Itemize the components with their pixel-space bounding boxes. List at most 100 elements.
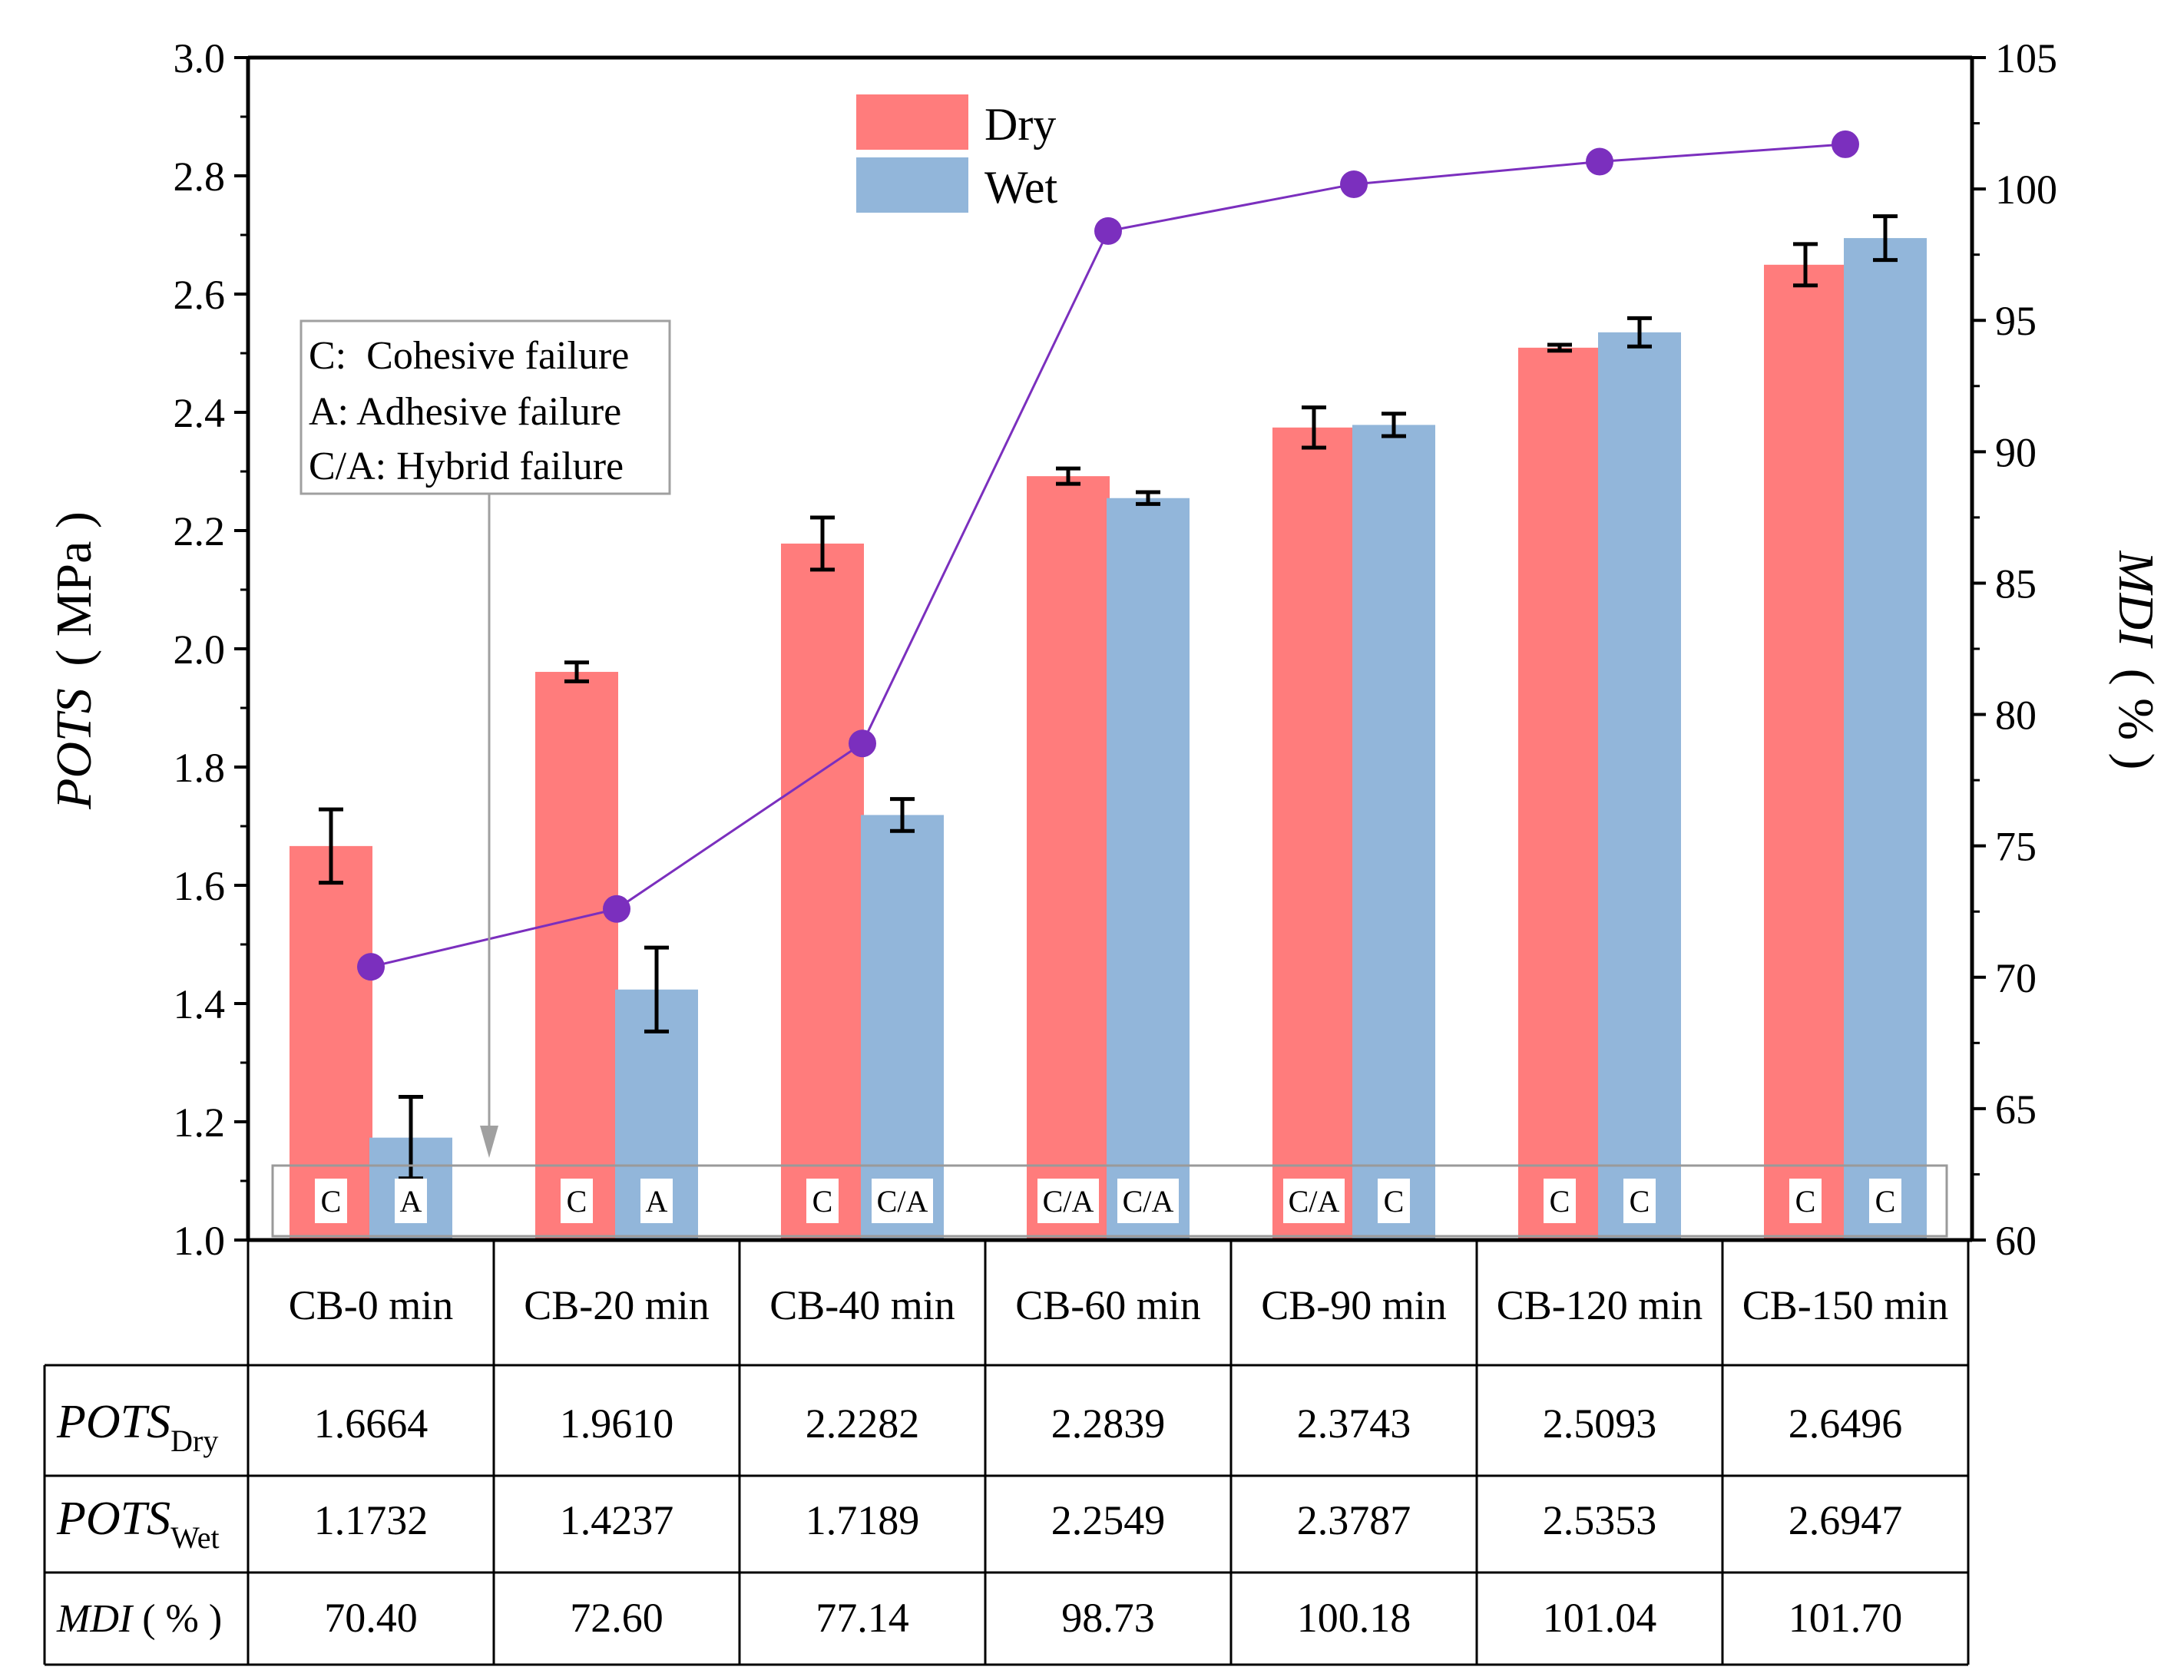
table-category-0: CB-0 min	[289, 1282, 454, 1328]
table-cell-0-4: 2.3743	[1297, 1401, 1411, 1447]
failure-label-3-0: C/A	[1043, 1184, 1094, 1219]
failure-labels-layer: C A C A C C/A C/A C/A C/A C C C C C	[315, 1179, 1901, 1223]
table-cell-2-3: 98.73	[1061, 1595, 1155, 1641]
y-left-tick-label-7: 2.4	[174, 390, 226, 436]
y-right-tick-label-8: 100	[1995, 167, 2057, 213]
axes-layer: 1.0 1.2 1.4 1.6 1.8 2.0 2.2 2.4 2.6 2.8 3.0 60 65 70 7…	[174, 35, 2058, 1264]
failure-label-2-1: C/A	[877, 1184, 928, 1219]
failure-label-box-2-0	[806, 1179, 839, 1223]
failure-label-1-1: A	[646, 1184, 668, 1219]
bar-wet-5	[1598, 332, 1681, 1241]
bar-dry-5	[1518, 347, 1601, 1240]
table-cell-0-2: 2.2282	[806, 1401, 920, 1447]
y-left-axis-title: POTS ( MPa )	[46, 511, 102, 810]
table-cell-1-5: 2.5353	[1543, 1497, 1657, 1543]
failure-label-0-1: A	[400, 1184, 422, 1219]
y-right-tick-label-9: 105	[1995, 35, 2057, 81]
failure-label-box-1-0	[561, 1179, 593, 1223]
y-right-tick-label-2: 70	[1995, 955, 2037, 1001]
failure-label-box-0-1	[395, 1179, 427, 1223]
failure-label-box-4-1	[1378, 1179, 1410, 1223]
mdi-point-5	[1586, 147, 1613, 176]
failure-label-box-1-1	[640, 1179, 673, 1223]
bar-wet-2	[861, 815, 944, 1240]
failure-label-box-2-1	[872, 1179, 933, 1223]
failure-label-3-1: C/A	[1123, 1184, 1174, 1219]
bar-dry-0	[290, 845, 372, 1240]
failure-label-0-0: C	[321, 1184, 342, 1219]
failure-label-5-1: C	[1630, 1184, 1650, 1219]
table-row-label-sub-0: Dry	[170, 1424, 218, 1458]
failure-label-box-3-1	[1117, 1179, 1179, 1223]
y-left-tick-label-1: 1.2	[174, 1100, 226, 1146]
table-cell-0-3: 2.2839	[1051, 1401, 1166, 1447]
failure-label-4-1: C	[1384, 1184, 1405, 1219]
y-left-tick-label-6: 2.2	[174, 508, 226, 554]
y-left-tick-label-0: 1.0	[174, 1218, 226, 1264]
legend-label-dry: Dry	[984, 99, 1056, 150]
table-cell-0-5: 2.5093	[1543, 1401, 1657, 1447]
note-arrow-head	[480, 1126, 498, 1158]
failure-label-box-5-1	[1623, 1179, 1656, 1223]
y-left-tick-label-5: 2.0	[174, 627, 226, 673]
failure-label-5-0: C	[1550, 1184, 1570, 1219]
y-left-tick-label-2: 1.4	[174, 981, 226, 1027]
table-category-2: CB-40 min	[769, 1282, 955, 1328]
table-category-6: CB-150 min	[1742, 1282, 1949, 1328]
bar-wet-4	[1352, 425, 1435, 1240]
note-box	[299, 319, 671, 495]
note-line-adhesive: A: Adhesive failure	[309, 390, 621, 434]
legend-label-wet: Wet	[984, 162, 1057, 213]
y-left-tick-label-9: 2.8	[174, 154, 226, 200]
table-cell-2-5: 101.04	[1543, 1595, 1657, 1641]
failure-mode-note: C: Cohesive failure A: Adhesive failure …	[299, 319, 671, 1158]
bar-dry-3	[1027, 476, 1110, 1240]
table-cell-1-3: 2.2549	[1051, 1497, 1166, 1543]
mdi-point-4	[1340, 170, 1368, 198]
bars-layer	[290, 214, 1927, 1241]
failure-label-box-3-0	[1037, 1179, 1099, 1223]
y-left-tick-label-10: 3.0	[174, 35, 226, 81]
mdi-point-6	[1832, 130, 1859, 158]
failure-label-box-6-0	[1789, 1179, 1822, 1223]
note-line-cohesive: C: Cohesive failure	[309, 334, 629, 378]
y-right-tick-label-1: 65	[1995, 1086, 2037, 1133]
failure-label-6-0: C	[1795, 1184, 1816, 1219]
table-category-5: CB-120 min	[1497, 1282, 1703, 1328]
mdi-line-layer	[357, 130, 1859, 981]
failure-label-2-0: C	[812, 1184, 833, 1219]
table-row-label-sub-2: ( % )	[132, 1597, 222, 1641]
y-left-title-main: POTS	[46, 688, 102, 810]
table-cell-2-2: 77.14	[816, 1595, 909, 1641]
y-right-tick-label-5: 85	[1995, 561, 2037, 607]
failure-label-frame	[271, 1164, 1948, 1238]
y-left-tick-label-3: 1.6	[174, 863, 226, 909]
table-cell-2-1: 72.60	[570, 1595, 663, 1641]
y-right-tick-label-6: 90	[1995, 429, 2037, 475]
bar-dry-6	[1764, 264, 1847, 1241]
y-right-tick-label-7: 95	[1995, 298, 2037, 344]
table-row-label-main-0: POTS	[56, 1396, 170, 1448]
table-cell-2-0: 70.40	[324, 1595, 418, 1641]
note-line-hybrid: C/A: Hybrid failure	[309, 445, 624, 488]
failure-label-4-0: C/A	[1289, 1184, 1340, 1219]
table-cell-1-1: 1.4237	[560, 1497, 674, 1543]
table-category-4: CB-90 min	[1261, 1282, 1447, 1328]
failure-label-box-5-0	[1544, 1179, 1576, 1223]
data-table: CB-0 min CB-20 min CB-40 min CB-60 min CB-90…	[43, 1240, 1970, 1666]
y-right-title-unit: ( % )	[2108, 669, 2164, 770]
legend: Dry Wet	[856, 94, 1057, 213]
failure-label-box-6-1	[1869, 1179, 1901, 1223]
table-cell-1-4: 2.3787	[1297, 1497, 1411, 1543]
y-left-tick-label-8: 2.6	[174, 272, 226, 318]
table-row-label-2: MDI ( % )	[56, 1597, 222, 1641]
table-row-label-1: POTSWet	[56, 1493, 220, 1555]
bar-wet-3	[1107, 498, 1190, 1240]
y-right-tick-label-3: 75	[1995, 824, 2037, 870]
failure-label-6-1: C	[1875, 1184, 1896, 1219]
bar-wet-6	[1844, 238, 1927, 1240]
table-row-label-sub-1: Wet	[170, 1520, 219, 1555]
mdi-point-2	[849, 729, 876, 758]
y-left-title-unit: ( MPa )	[46, 511, 102, 666]
